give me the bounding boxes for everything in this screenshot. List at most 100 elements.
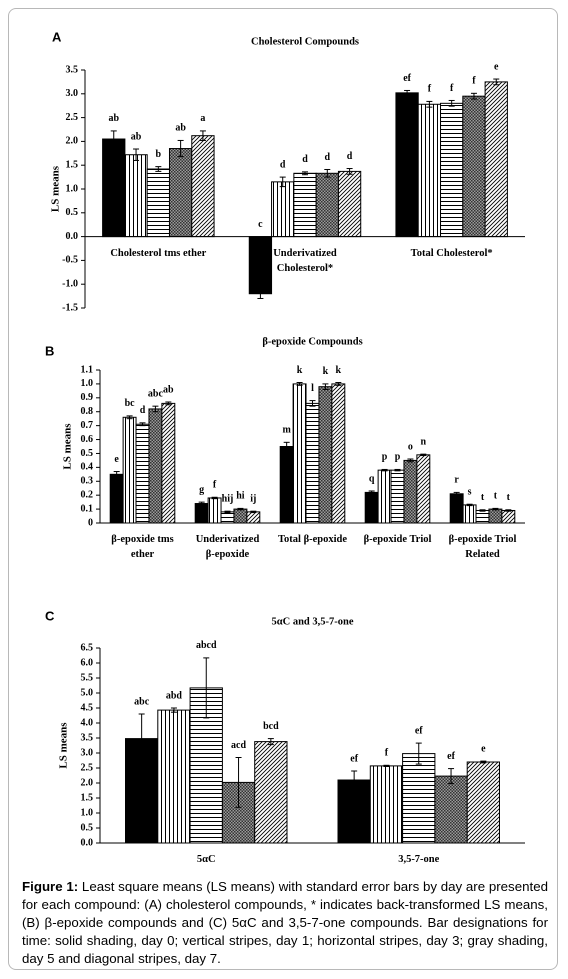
y-tick-label: 1.1 — [81, 364, 94, 375]
y-tick-label: 3.5 — [66, 64, 79, 75]
significance-letter: a — [200, 113, 205, 124]
chart-title: β-epoxide Compounds — [262, 336, 362, 347]
error-bar — [381, 468, 388, 472]
chart-title: Cholesterol Compounds — [251, 36, 359, 47]
error-bar — [257, 288, 264, 299]
error-bar — [155, 166, 162, 172]
y-tick-label: 0.0 — [81, 837, 94, 848]
x-tick-label: Underivatized β-epoxide — [195, 534, 260, 560]
error-bar — [479, 509, 486, 512]
significance-letter: l — [311, 383, 314, 394]
significance-letter: s — [468, 487, 472, 498]
bar — [246, 511, 261, 524]
y-tick-label: 0 — [88, 517, 93, 528]
error-bar — [322, 383, 329, 390]
error-bar — [296, 382, 303, 386]
error-bar — [165, 401, 172, 406]
significance-letter: t — [481, 492, 485, 503]
significance-letter: k — [323, 366, 329, 377]
y-tick-label: -0.5 — [62, 255, 78, 266]
error-bar — [133, 148, 140, 161]
error-bar — [203, 657, 210, 719]
error-bar — [453, 491, 460, 496]
significance-letter: e — [481, 743, 486, 754]
bar — [337, 170, 362, 238]
y-tick-label: 5.0 — [81, 687, 94, 698]
bar — [417, 103, 442, 238]
significance-letter: r — [454, 475, 459, 486]
bar — [403, 459, 418, 524]
x-tick-label: Total Cholesterol* — [410, 247, 493, 259]
y-tick-label: -1.0 — [62, 278, 78, 289]
y-tick-label: 0.5 — [66, 207, 79, 218]
bar — [233, 508, 248, 524]
bar — [254, 741, 288, 844]
bar — [194, 503, 209, 524]
figure-caption: Figure 1: Least square means (LS means) … — [22, 878, 548, 968]
panel-letter: A — [52, 29, 62, 44]
significance-letter: f — [428, 84, 432, 95]
caption-label: Figure 1: — [22, 879, 79, 894]
bar — [102, 138, 126, 238]
error-bar — [198, 501, 205, 506]
error-bar — [309, 400, 316, 407]
bar — [440, 102, 464, 238]
bar — [449, 493, 464, 524]
significance-letter: ef — [447, 751, 455, 762]
bar — [161, 402, 176, 524]
bar — [109, 473, 124, 524]
error-bar — [283, 441, 290, 452]
y-tick-label: 0.7 — [81, 420, 94, 431]
x-tick-label: 5αC — [196, 854, 216, 865]
error-bar — [224, 510, 231, 514]
chart-title: 5αC and 3,5-7-one — [272, 616, 354, 627]
x-tick-label: β-epoxide tms ether — [111, 534, 174, 560]
bar — [462, 504, 477, 524]
y-tick-label: 5.5 — [81, 672, 94, 683]
bar — [488, 508, 503, 524]
bar — [157, 709, 191, 844]
x-tick-label: β-epoxide Triol Related — [448, 534, 517, 560]
significance-letter: c — [258, 219, 263, 230]
significance-letter: p — [395, 452, 401, 463]
significance-letter: ab — [131, 131, 142, 142]
error-bar — [152, 405, 159, 413]
error-bar — [470, 92, 477, 100]
error-bar — [235, 757, 242, 808]
bar — [148, 408, 163, 524]
error-bar — [493, 78, 500, 86]
significance-letter: hi — [236, 491, 245, 502]
x-tick-label: β-epoxide Triol — [363, 534, 432, 545]
y-axis-label: LS means — [62, 423, 74, 470]
significance-letter: ij — [250, 493, 256, 504]
bar — [369, 765, 404, 844]
y-tick-label: 1.5 — [66, 159, 79, 170]
error-bar — [237, 507, 244, 511]
error-bar — [335, 382, 342, 386]
bar — [501, 509, 516, 524]
bar — [416, 454, 431, 524]
bar — [377, 469, 392, 524]
error-bar — [448, 768, 455, 785]
error-bar — [420, 453, 427, 457]
bar — [484, 81, 508, 238]
error-bar — [383, 764, 390, 767]
y-tick-label: 2.0 — [66, 136, 79, 147]
bar — [315, 172, 339, 238]
significance-letter: o — [408, 441, 413, 452]
significance-letter: abd — [166, 690, 183, 701]
y-axis-label: LS means — [58, 722, 70, 769]
error-bar — [279, 176, 286, 188]
significance-letter: n — [421, 436, 427, 447]
bar — [395, 92, 419, 238]
y-tick-label: 0.5 — [81, 822, 94, 833]
significance-letter: acd — [231, 740, 246, 751]
error-bar — [480, 760, 487, 764]
error-bar — [426, 100, 433, 108]
significance-letter: abc — [148, 388, 164, 399]
error-bar — [466, 503, 473, 507]
figure-frame — [8, 8, 558, 970]
x-tick-label: Total β-epoxide — [277, 534, 348, 545]
y-tick-label: 0.8 — [81, 406, 94, 417]
